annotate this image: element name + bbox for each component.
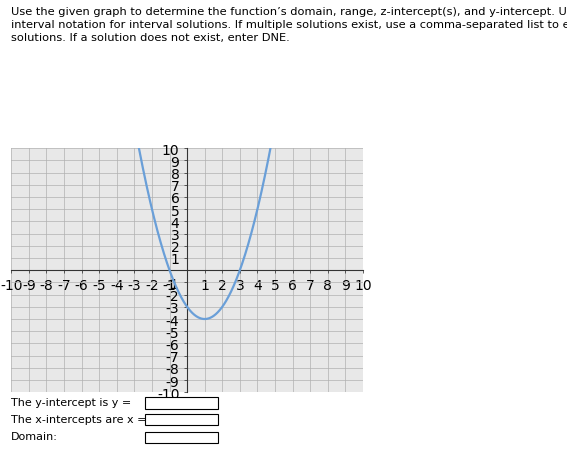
Text: The x-intercepts are x =: The x-intercepts are x = [11, 414, 147, 424]
Text: Use the given graph to determine the function’s domain, range, z-intercept(s), a: Use the given graph to determine the fun… [11, 7, 567, 43]
Text: The y-intercept is y =: The y-intercept is y = [11, 397, 132, 407]
Text: Domain:: Domain: [11, 431, 58, 442]
